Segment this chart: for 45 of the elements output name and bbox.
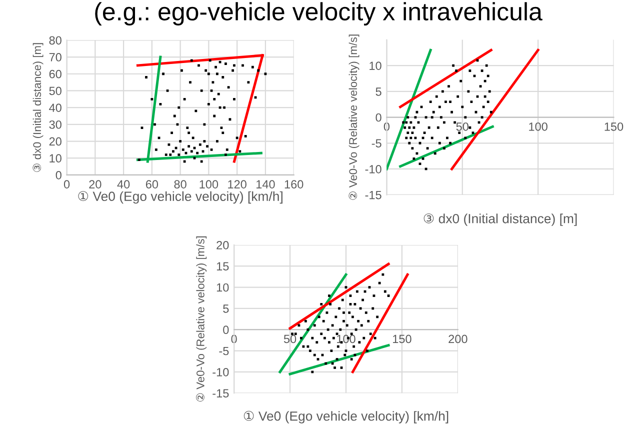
y-tick-label: 0 [223, 326, 229, 334]
y-tick-label: 5 [376, 88, 382, 96]
y-tick-label: 60 [49, 70, 62, 78]
x-tick-label: 60 [146, 180, 158, 188]
y-tick-label: 50 [49, 86, 62, 96]
y-tick-label: 15 [216, 262, 229, 271]
y-tick-label: -15 [212, 389, 229, 398]
y-tick-label: 5 [223, 304, 229, 313]
y-tick-label: -5 [372, 139, 382, 148]
y-tick-label: 30 [49, 120, 62, 129]
y-axis-title: ③ dx0 (Initial distance) [m] [32, 43, 44, 172]
x-tick-label: 20 [89, 180, 102, 188]
x-axis-title: ③ dx0 (Initial distance) [m] [424, 213, 577, 226]
x-tick-label: 0 [64, 180, 70, 188]
x-tick-label: 100 [200, 180, 218, 188]
y-tick-label: 10 [216, 283, 229, 292]
y-tick-label: 20 [49, 137, 62, 146]
x-tick-label: 50 [284, 334, 296, 344]
x-axis-title: ① Ve0 (Ego vehicle velocity) [km/h] [78, 191, 282, 204]
x-tick-label: 150 [604, 122, 624, 131]
x-tick-label: 120 [228, 180, 246, 188]
x-tick-label: 160 [284, 180, 304, 188]
x-tick-label: 100 [529, 122, 548, 131]
x-axis-title: ① Ve0 (Ego vehicle velocity) [km/h] [244, 410, 448, 424]
x-tick-label: 80 [174, 180, 186, 188]
y-axis-title: ② Ve0-Vo (Relative velocity) [m/s] [196, 236, 207, 402]
y-tick-label: 10 [370, 62, 382, 70]
y-tick-label: 70 [49, 53, 62, 62]
y-tick-label: 80 [49, 36, 62, 45]
y-tick-label: 0 [376, 113, 382, 122]
y-tick-label: 10 [50, 154, 62, 163]
x-tick-label: 150 [393, 334, 412, 344]
y-tick-label: -15 [365, 190, 382, 200]
y-tick-label: 0 [56, 170, 62, 180]
y-tick-label: 40 [49, 104, 62, 112]
x-tick-label: 140 [256, 180, 275, 188]
y-tick-label: -10 [365, 165, 382, 174]
x-tick-label: 40 [117, 180, 130, 188]
y-axis-title: ② Ve0-Vo (Relative velocity) [m/s] [348, 34, 360, 200]
chart-title: (e.g.: ego-vehicle velocity x intravehicula [95, 2, 542, 26]
y-tick-label: 20 [216, 240, 229, 250]
y-tick-label: -5 [219, 346, 229, 356]
x-tick-label: 200 [448, 334, 468, 344]
x-tick-label: 50 [456, 122, 468, 131]
y-tick-label: -10 [212, 368, 229, 376]
